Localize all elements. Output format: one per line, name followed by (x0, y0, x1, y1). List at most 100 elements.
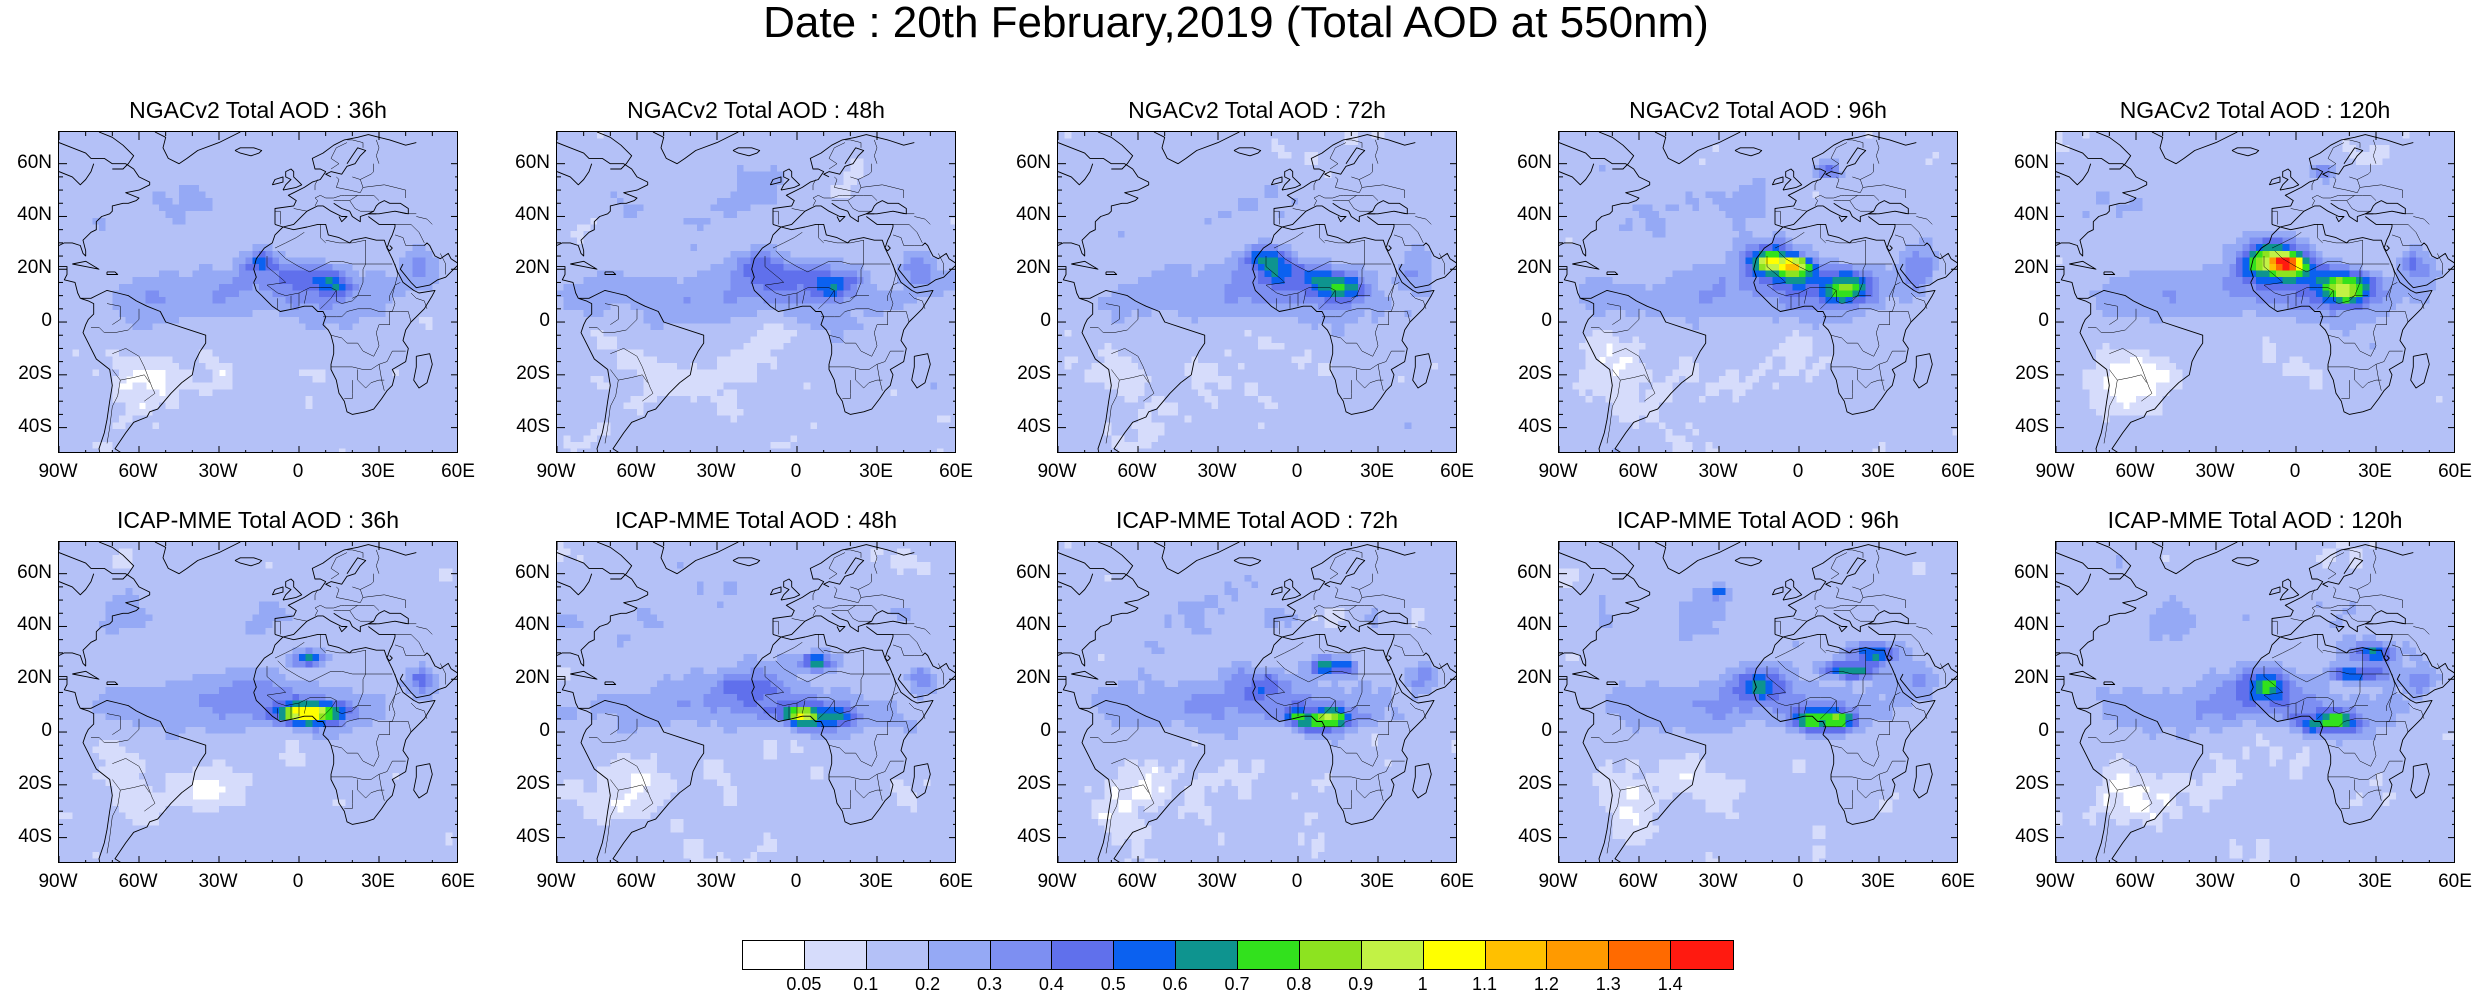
lat-tick-label: 20S (516, 773, 550, 795)
lon-tick-label: 60E (2438, 461, 2472, 483)
lat-tick-label: 40S (2015, 826, 2049, 848)
aod-map (556, 131, 956, 453)
colorbar-swatch (927, 940, 991, 970)
colorbar-swatch (1670, 940, 1734, 970)
lon-tick-label: 90W (38, 461, 77, 483)
lon-tick-label: 60E (939, 871, 973, 893)
map-panel-icap-mme-120h: ICAP-MME Total AOD : 120h 60N 40N 20N 0 20S 40… (2014, 507, 2472, 892)
lat-tick-label: 60N (515, 152, 550, 174)
colorbar-label: 0.3 (977, 974, 1002, 995)
country-borders (589, 549, 944, 854)
aod-field-svg (2056, 542, 2454, 862)
panel-title: NGACv2 Total AOD : 48h (556, 97, 956, 124)
lat-tick-label: 40N (515, 614, 550, 636)
lat-tick-label: 40S (1518, 416, 1552, 438)
colorbar-swatch (742, 940, 806, 970)
colorbar-label: 0.7 (1224, 974, 1249, 995)
colorbar-swatch (1237, 940, 1301, 970)
colorbar-swatch (1298, 940, 1363, 970)
colorbar-label: 0.5 (1101, 974, 1126, 995)
map-panel-ngacv2-96h: NGACv2 Total AOD : 96h 60N 40N 20N 0 20S 40S 90… (1517, 97, 1975, 482)
lon-tick-label: 60W (616, 461, 655, 483)
country-borders (1591, 139, 1946, 444)
colorbar-swatch (1051, 940, 1115, 970)
lon-tick-label: 90W (1538, 461, 1577, 483)
lon-tick-label: 30W (2195, 461, 2234, 483)
aod-map (1057, 131, 1457, 453)
lat-tick-label: 60N (1517, 562, 1552, 584)
coastlines (1058, 132, 1456, 452)
lon-tick-label: 30W (1197, 461, 1236, 483)
map-panel-icap-mme-96h: ICAP-MME Total AOD : 96h 60N 40N 20N 0 20S 40S… (1517, 507, 1975, 892)
colorbar-swatch (803, 940, 868, 970)
lat-tick-label: 40S (1518, 826, 1552, 848)
lat-tick-label: 20S (2015, 773, 2049, 795)
lat-tick-label: 60N (1016, 562, 1051, 584)
axis-ticks (59, 132, 457, 452)
aod-map (1057, 541, 1457, 863)
lon-tick-label: 30W (1698, 871, 1737, 893)
lat-tick-label: 40S (516, 826, 550, 848)
aod-map (556, 541, 956, 863)
lat-tick-label: 20N (1016, 667, 1051, 689)
lon-tick-label: 30E (859, 871, 893, 893)
axis-ticks (1559, 132, 1957, 452)
panel-title: ICAP-MME Total AOD : 72h (1057, 507, 1457, 534)
lon-tick-label: 60E (1941, 871, 1975, 893)
lon-tick-label: 0 (1292, 461, 1303, 483)
colorbar-label: 0.9 (1348, 974, 1373, 995)
colorbar-label: 0.4 (1039, 974, 1064, 995)
coastlines (1559, 542, 1957, 862)
lon-tick-label: 0 (1292, 871, 1303, 893)
lon-tick-label: 60E (939, 461, 973, 483)
aod-cells (557, 542, 955, 862)
lon-tick-label: 30W (198, 461, 237, 483)
lon-tick-label: 60W (118, 871, 157, 893)
map-panel-icap-mme-72h: ICAP-MME Total AOD : 72h 60N 40N 20N 0 20S 40S… (1016, 507, 1474, 892)
panel-title: NGACv2 Total AOD : 96h (1558, 97, 1958, 124)
lat-tick-label: 40N (1517, 614, 1552, 636)
coastlines (2056, 132, 2454, 452)
country-borders (91, 139, 446, 444)
map-panel-ngacv2-48h: NGACv2 Total AOD : 48h 60N 40N 20N 0 20S 40S 90… (515, 97, 973, 482)
lon-tick-label: 90W (1538, 871, 1577, 893)
lat-tick-label: 0 (1040, 310, 1051, 332)
colorbar-label: 0.1 (853, 974, 878, 995)
lat-tick-label: 0 (2038, 720, 2049, 742)
lat-tick-label: 40N (1016, 614, 1051, 636)
map-panel-ngacv2-120h: NGACv2 Total AOD : 120h 60N 40N 20N 0 20S 40S 9… (2014, 97, 2472, 482)
lon-tick-label: 60W (1117, 461, 1156, 483)
lat-tick-label: 20S (516, 363, 550, 385)
aod-map (58, 541, 458, 863)
lon-tick-label: 30E (859, 461, 893, 483)
lon-tick-label: 90W (2035, 871, 2074, 893)
coastlines (557, 132, 955, 452)
lon-tick-label: 30W (1197, 871, 1236, 893)
lat-tick-label: 0 (2038, 310, 2049, 332)
lon-tick-label: 60E (1440, 461, 1474, 483)
lon-tick-label: 30E (1861, 871, 1895, 893)
lon-tick-label: 60W (2115, 461, 2154, 483)
lat-tick-label: 40S (516, 416, 550, 438)
colorbar-swatch (1175, 940, 1239, 970)
lat-tick-label: 40S (2015, 416, 2049, 438)
lon-tick-label: 30E (2358, 461, 2392, 483)
lat-tick-label: 20S (1518, 363, 1552, 385)
lat-tick-label: 0 (1541, 720, 1552, 742)
country-borders (91, 549, 446, 854)
lat-tick-label: 60N (1016, 152, 1051, 174)
coastlines (59, 132, 457, 452)
country-borders (1090, 139, 1445, 444)
lon-tick-label: 90W (2035, 461, 2074, 483)
colorbar-label: 1.3 (1596, 974, 1621, 995)
lat-tick-label: 40S (18, 416, 52, 438)
lat-tick-label: 0 (1040, 720, 1051, 742)
lat-tick-label: 40N (2014, 204, 2049, 226)
colorbar-label: 1 (1418, 974, 1428, 995)
aod-field-svg (557, 542, 955, 862)
lat-tick-label: 40N (17, 204, 52, 226)
lon-tick-label: 60W (2115, 871, 2154, 893)
colorbar-swatch (1422, 940, 1486, 970)
aod-field-svg (1559, 132, 1957, 452)
aod-cells (59, 542, 457, 862)
